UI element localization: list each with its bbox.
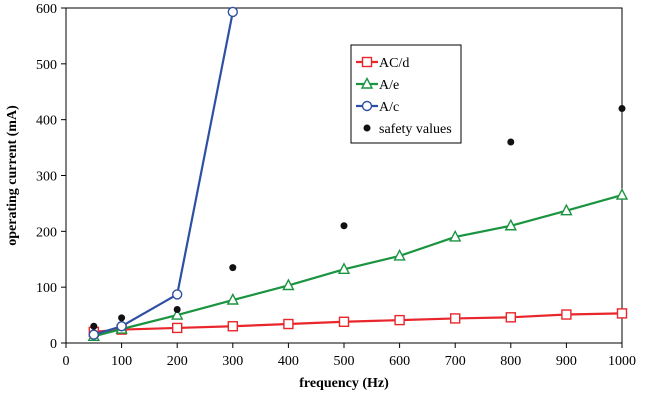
series-marker-triangle (615, 188, 629, 200)
legend-label: A/c (379, 100, 399, 115)
y-tick-label: 300 (36, 170, 57, 185)
series-a-c (88, 6, 239, 340)
series-marker-dot (507, 138, 515, 146)
series-marker-square (283, 318, 294, 330)
x-tick-label: 300 (222, 354, 243, 369)
legend: AC/d A/e A/c safety values (350, 44, 462, 144)
series-marker-dot (90, 322, 98, 330)
x-tick-label: 500 (334, 354, 355, 369)
y-tick-label: 600 (36, 2, 57, 17)
x-tick-label: 700 (445, 354, 466, 369)
x-tick-label: 800 (500, 354, 521, 369)
series-marker-dot (229, 264, 237, 272)
series-marker-circle (227, 6, 239, 18)
legend-label: AC/d (379, 56, 409, 71)
legend-item: AC/d (356, 56, 409, 71)
y-axis-title: operating current (mA) (5, 105, 20, 246)
series-line (93, 11, 234, 336)
y-tick-label: 400 (36, 114, 57, 129)
y-tick-label: 500 (36, 58, 57, 73)
legend-item: A/c (356, 100, 399, 115)
series-marker-triangle (226, 293, 239, 305)
series-marker-triangle (560, 203, 573, 216)
series-marker-dot (118, 314, 126, 322)
series-marker-square (450, 313, 461, 324)
legend-label: safety values (379, 122, 452, 137)
x-axis-title: frequency (Hz) (299, 376, 389, 391)
series-marker-square (505, 312, 516, 323)
series-marker-triangle (282, 278, 295, 291)
x-tick-label: 0 (63, 354, 70, 369)
legend-item: safety values (363, 122, 452, 137)
series-marker-circle (88, 329, 100, 340)
series-marker-square (616, 308, 628, 319)
series-marker-circle (361, 100, 373, 112)
series-marker-dot (618, 105, 626, 112)
series-marker-circle (171, 289, 183, 300)
series-marker-triangle (171, 308, 184, 320)
x-tick-label: 900 (556, 354, 577, 369)
legend-label: A/e (379, 78, 399, 93)
series-marker-dot (173, 306, 181, 313)
x-tick-label: 400 (278, 354, 299, 369)
x-tick-label: 100 (111, 354, 132, 369)
series-marker-square (561, 309, 572, 320)
series-marker-dot (363, 124, 371, 132)
series-marker-square (338, 316, 350, 327)
series-marker-square (227, 321, 239, 332)
series-marker-triangle (393, 248, 406, 261)
series-marker-circle (116, 321, 127, 332)
series-marker-dot (340, 222, 348, 230)
series-marker-triangle (360, 76, 374, 89)
x-tick-label: 600 (389, 354, 410, 369)
series-marker-triangle (337, 262, 351, 274)
series-marker-triangle (504, 218, 517, 231)
series-marker-triangle (449, 229, 462, 242)
series-layer (87, 6, 629, 341)
y-tick-label: 100 (36, 281, 57, 296)
series-marker-square (171, 322, 183, 334)
y-tick-label: 200 (36, 225, 57, 240)
x-tick-label: 200 (167, 354, 188, 369)
series-marker-square (394, 314, 405, 326)
x-tick-label: 1000 (608, 354, 636, 369)
axes: 0 100 200 300 400 500 600 0 100 200 300 400 500 600 70… (36, 2, 636, 369)
series-safety-values (90, 105, 626, 330)
y-tick-label: 0 (50, 337, 57, 352)
legend-item: A/e (356, 76, 399, 93)
series-marker-square (361, 56, 373, 68)
